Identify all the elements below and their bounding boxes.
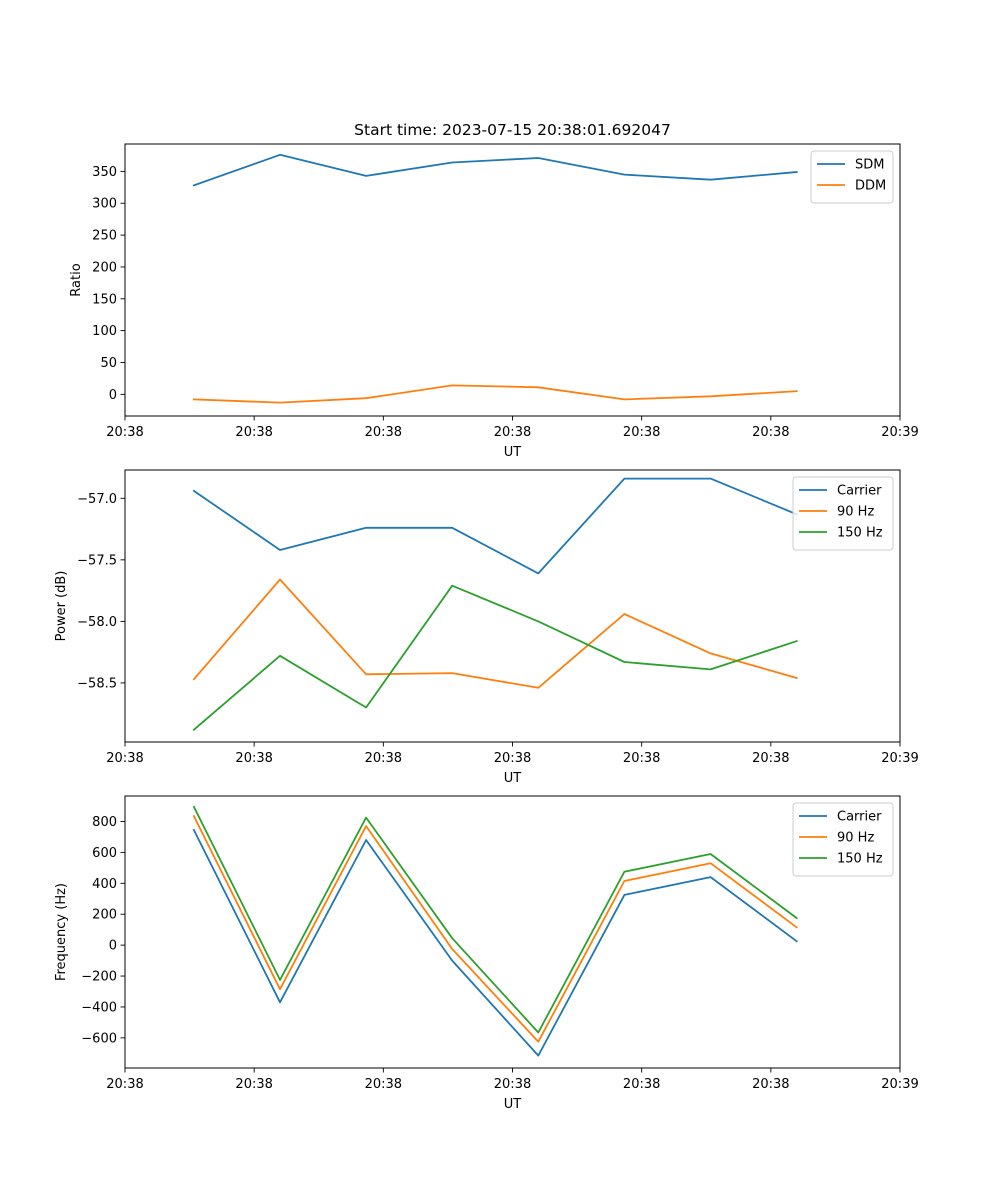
x-tick-label: 20:38 <box>365 425 402 440</box>
y-axis-label: Frequency (Hz) <box>54 883 69 981</box>
x-tick-label: 20:38 <box>106 1077 143 1092</box>
legend: SDM DDM <box>810 150 894 204</box>
x-tick-label: 20:38 <box>494 1077 531 1092</box>
legend: Carrier 90 Hz 150 Hz <box>792 476 894 551</box>
series-line-carrier <box>192 828 798 1057</box>
y-tick-label: 600 <box>92 846 117 861</box>
y-axis-label: Ratio <box>69 263 84 296</box>
x-tick-label: 20:39 <box>881 751 918 766</box>
series-line-90-hz <box>192 578 798 689</box>
series-line-carrier <box>192 477 798 575</box>
series-line-150-hz <box>192 584 798 731</box>
y-tick-label: 150 <box>92 292 117 307</box>
legend-label: 90 Hz <box>837 831 874 846</box>
legend-label: 150 Hz <box>837 852 883 867</box>
y-tick-label: 400 <box>92 877 117 892</box>
chart-title: Start time: 2023-07-15 20:38:01.692047 <box>354 121 671 139</box>
x-tick-label: 20:38 <box>623 1077 660 1092</box>
ratio-panel: 20:38 20:38 20:38 20:38 20:38 20:38 20:39 0 50 10… <box>69 121 919 460</box>
y-tick-label: 0 <box>109 388 117 403</box>
legend-label: Carrier <box>837 484 882 499</box>
x-tick-label: 20:38 <box>235 425 272 440</box>
legend-label: DDM <box>855 179 886 194</box>
y-tick-label: 250 <box>92 229 117 244</box>
series-line-sdm <box>192 153 798 187</box>
y-tick-label: 200 <box>92 260 117 275</box>
x-tick-label: 20:38 <box>623 751 660 766</box>
x-tick-label: 20:38 <box>752 1077 789 1092</box>
series-line-150-hz <box>192 805 798 1034</box>
y-tick-label: −58.0 <box>77 615 117 630</box>
y-tick-label: 300 <box>92 197 117 212</box>
x-axis-label: UT <box>504 445 522 460</box>
y-tick-label: −58.5 <box>77 676 117 691</box>
y-tick-label: −57.0 <box>77 492 117 507</box>
x-tick-label: 20:38 <box>106 425 143 440</box>
series-line-ddm <box>192 384 798 404</box>
legend-label: 150 Hz <box>837 526 883 541</box>
x-tick-label: 20:39 <box>881 425 918 440</box>
x-tick-label: 20:38 <box>494 425 531 440</box>
y-tick-label: 100 <box>92 324 117 339</box>
y-tick-label: 200 <box>92 908 117 923</box>
x-tick-label: 20:38 <box>365 751 402 766</box>
x-tick-label: 20:39 <box>881 1077 918 1092</box>
x-tick-label: 20:38 <box>365 1077 402 1092</box>
x-axis-label: UT <box>504 1097 522 1112</box>
y-tick-label: −57.5 <box>77 553 117 568</box>
x-tick-label: 20:38 <box>752 425 789 440</box>
x-tick-label: 20:38 <box>106 751 143 766</box>
frequency-panel: 20:38 20:38 20:38 20:38 20:38 20:38 20:39 −600 −… <box>54 795 919 1112</box>
y-tick-label: 0 <box>109 939 117 954</box>
x-axis-label: UT <box>504 771 522 786</box>
y-tick-label: 50 <box>100 356 117 371</box>
legend-label: 90 Hz <box>837 505 874 520</box>
x-tick-label: 20:38 <box>752 751 789 766</box>
y-axis-label: Power (dB) <box>54 571 69 642</box>
y-tick-label: −400 <box>81 1000 117 1015</box>
x-tick-label: 20:38 <box>494 751 531 766</box>
power-panel: 20:38 20:38 20:38 20:38 20:38 20:38 20:39 −58.5… <box>54 469 919 786</box>
y-tick-label: 350 <box>92 165 117 180</box>
x-tick-label: 20:38 <box>235 751 272 766</box>
series-line-90-hz <box>192 814 798 1043</box>
x-tick-label: 20:38 <box>235 1077 272 1092</box>
legend-label: SDM <box>855 158 884 173</box>
legend-label: Carrier <box>837 810 882 825</box>
x-tick-label: 20:38 <box>623 425 660 440</box>
legend: Carrier 90 Hz 150 Hz <box>792 802 894 877</box>
y-tick-label: −600 <box>81 1031 117 1046</box>
y-tick-label: 800 <box>92 815 117 830</box>
y-tick-label: −200 <box>81 970 117 985</box>
